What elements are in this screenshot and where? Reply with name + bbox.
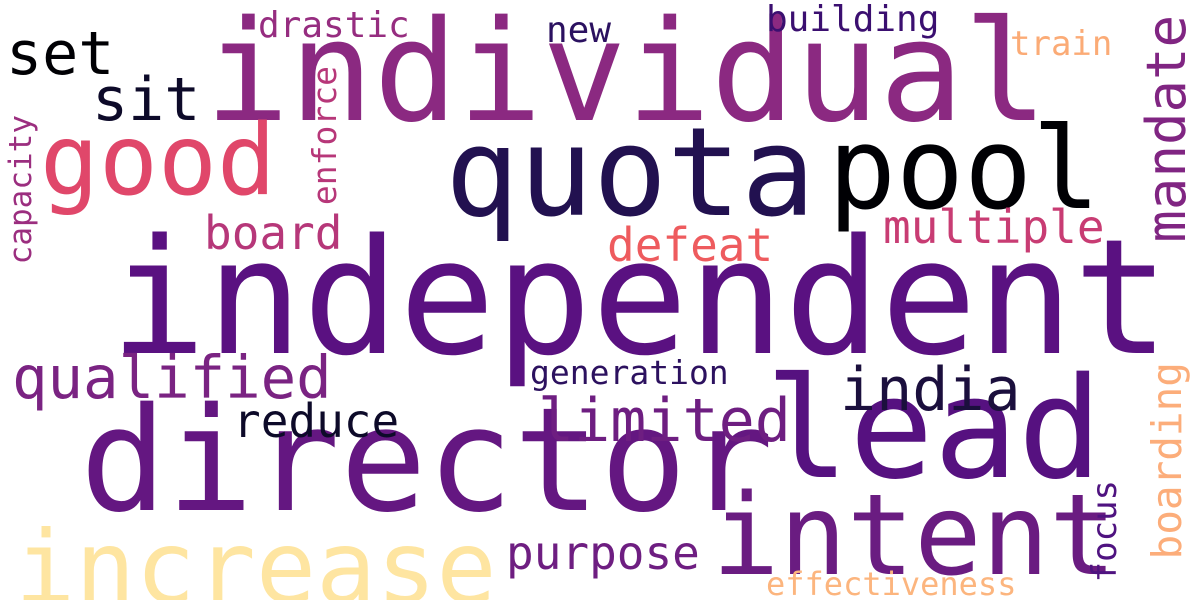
- word-drastic: drastic: [258, 5, 410, 46]
- word-intent: intent: [712, 471, 1117, 600]
- word-india: india: [840, 355, 1021, 425]
- word-increase: increase: [15, 509, 497, 600]
- word-individual: individual: [205, 0, 1048, 154]
- word-board: board: [204, 206, 343, 260]
- word-new: new: [546, 10, 612, 51]
- word-building: building: [766, 0, 940, 40]
- word-good: good: [40, 104, 277, 218]
- word-pool: pool: [828, 103, 1101, 235]
- word-independent: independent: [110, 204, 1170, 391]
- word-defeat: defeat: [607, 218, 774, 272]
- word-set: set: [6, 19, 115, 89]
- word-generation: generation: [530, 353, 729, 392]
- word-boarding: boarding: [1143, 362, 1191, 560]
- word-effectiveness: effectiveness: [766, 565, 1017, 600]
- word-mandate: mandate: [1135, 15, 1198, 243]
- word-capacity: capacity: [3, 115, 39, 265]
- word-reduce: reduce: [233, 394, 400, 448]
- word-director: director: [80, 376, 774, 544]
- word-qualified: qualified: [12, 343, 332, 412]
- word-focus: focus: [1085, 480, 1125, 583]
- word-enforce: enforce: [305, 66, 344, 206]
- word-limited: limited: [538, 386, 791, 456]
- word-quota: quota: [445, 102, 816, 245]
- word-purpose: purpose: [506, 526, 700, 580]
- word-sit: sit: [92, 65, 201, 135]
- word-multiple: multiple: [883, 200, 1105, 254]
- word-train: train: [1010, 24, 1113, 64]
- word-lead: lead: [765, 348, 1103, 511]
